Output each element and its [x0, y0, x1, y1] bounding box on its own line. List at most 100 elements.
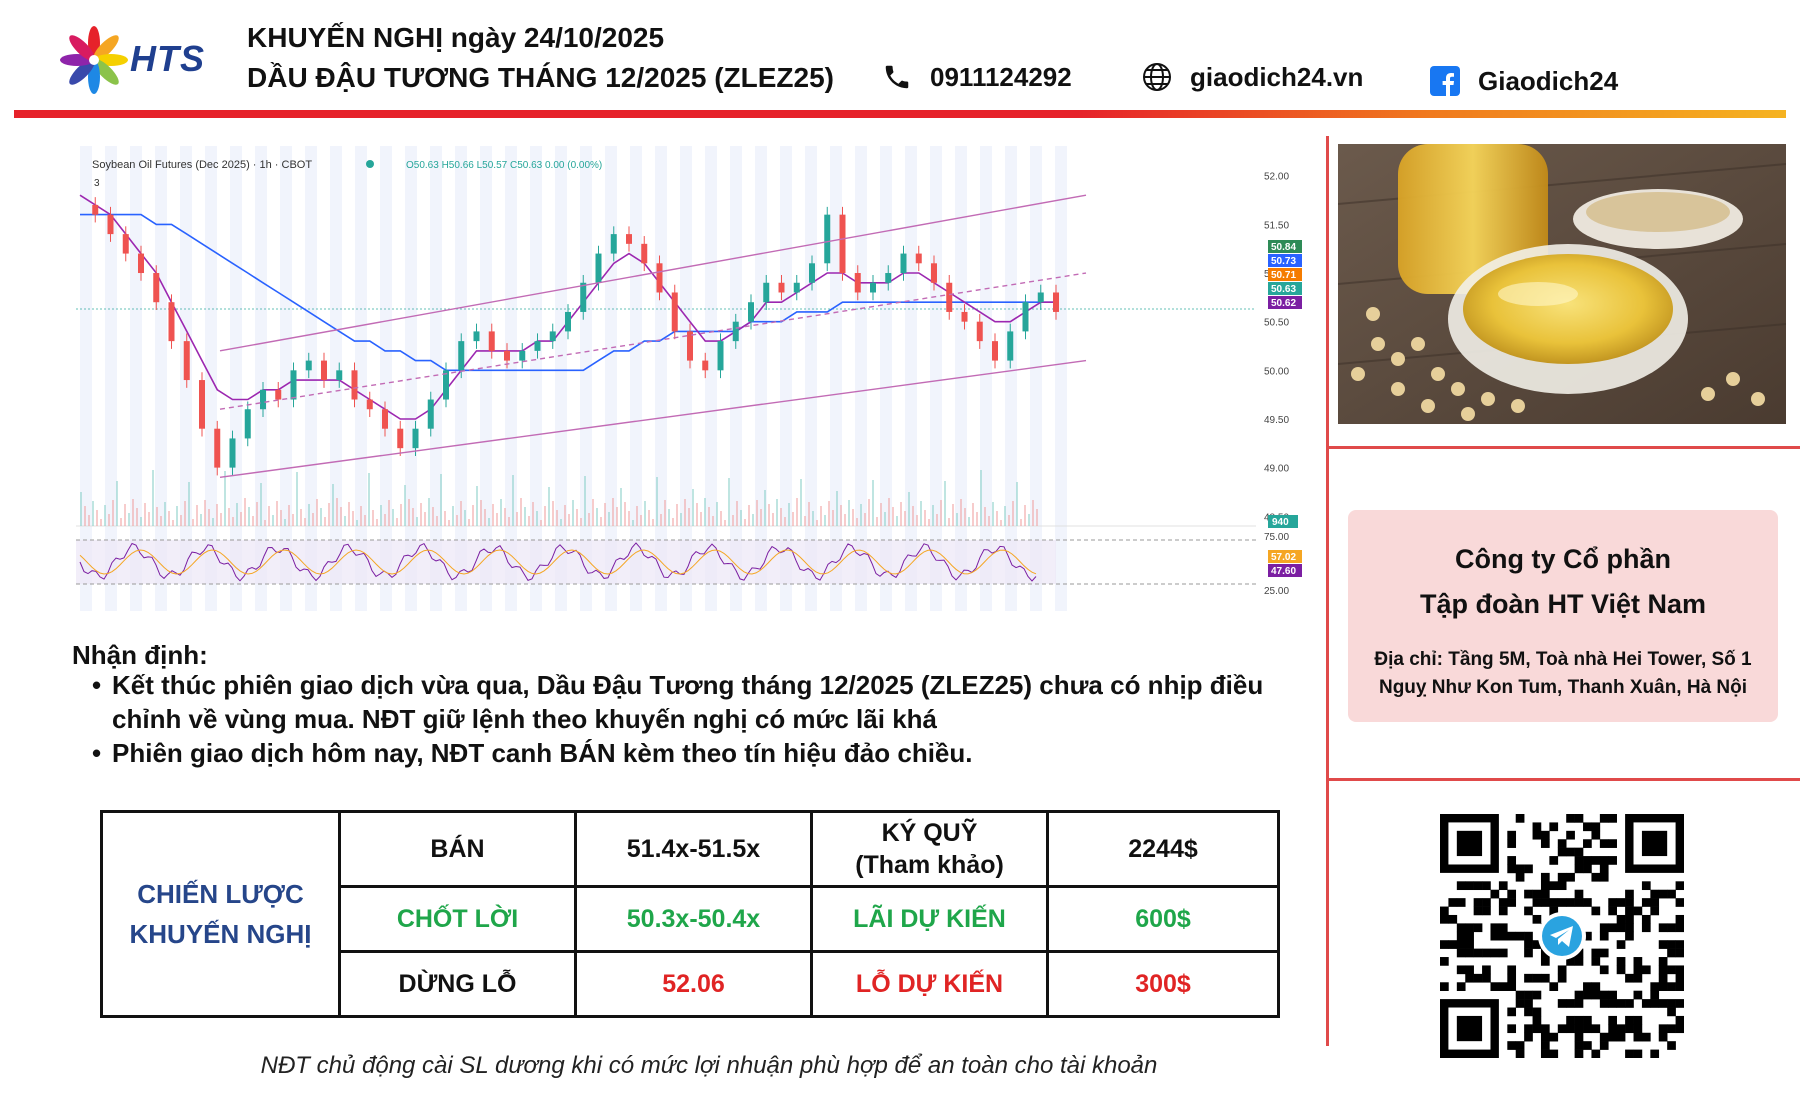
strategy-label-line2: KHUYẾN NGHỊ — [129, 919, 312, 949]
qr-module — [1650, 990, 1660, 1000]
qr-module — [1532, 889, 1542, 899]
session-stripe — [855, 146, 867, 611]
candle-body — [260, 389, 266, 410]
oscillator-band — [76, 540, 1056, 584]
qr-module — [1625, 1024, 1634, 1034]
qr-module — [1658, 957, 1668, 966]
qr-module — [1532, 898, 1542, 907]
volume-bar — [948, 518, 950, 526]
qr-module — [1633, 1049, 1643, 1059]
qr-module — [1473, 948, 1483, 958]
qr-module — [1675, 1015, 1685, 1025]
margin-value-cell: 2244$ — [1046, 813, 1277, 885]
volume-bar — [1028, 514, 1030, 526]
session-stripe — [1055, 146, 1067, 611]
qr-module — [1583, 856, 1592, 865]
volume-bar — [856, 518, 858, 526]
qr-module — [1566, 1024, 1575, 1034]
qr-module — [1616, 923, 1626, 933]
qr-module — [1465, 931, 1474, 941]
volume-bar — [972, 503, 974, 526]
facebook-page-name[interactable]: Giaodich24 — [1478, 65, 1619, 96]
website-contact[interactable]: giaodich24.vn — [1140, 60, 1363, 94]
qr-module — [1524, 864, 1533, 874]
volume-bar — [408, 499, 410, 526]
qr-module — [1675, 973, 1685, 983]
session-stripe — [255, 146, 267, 611]
qr-module — [1456, 940, 1466, 949]
qr-module — [1667, 948, 1676, 958]
volume-bar — [896, 516, 898, 526]
qr-module — [1625, 906, 1634, 916]
qr-module — [1625, 1015, 1634, 1025]
qr-module — [1473, 898, 1483, 907]
volume-bar — [916, 515, 918, 526]
telegram-qr-code[interactable] — [1440, 814, 1685, 1059]
qr-module — [1591, 822, 1601, 832]
hts-logo: HTS — [60, 24, 210, 96]
candle-body — [138, 253, 144, 274]
volume-bar — [864, 513, 866, 526]
candle-body — [793, 282, 800, 293]
volume-bar — [572, 500, 574, 526]
qr-module — [1591, 948, 1601, 958]
qr-module — [1515, 872, 1525, 882]
indicator-count[interactable]: 3 — [94, 178, 100, 189]
volume-bar — [524, 507, 526, 526]
price-tick-label: 51.50 — [1264, 220, 1289, 231]
qr-module — [1473, 923, 1483, 933]
qr-module — [1465, 923, 1474, 933]
qr-module — [1515, 931, 1525, 941]
volume-bar — [836, 491, 838, 526]
volume-bar — [872, 480, 874, 526]
qr-module — [1507, 856, 1517, 865]
phone-contact[interactable]: 0911124292 — [880, 60, 1072, 94]
section-divider-2 — [1326, 778, 1800, 781]
volume-bar — [580, 518, 582, 526]
qr-module — [1456, 982, 1466, 991]
facebook-contact[interactable]: Giaodich24 — [1428, 64, 1618, 98]
volume-bar — [820, 506, 822, 526]
volume-bar — [168, 511, 170, 526]
volume-bar — [892, 507, 894, 526]
qr-module — [1566, 957, 1575, 966]
volume-bar — [660, 514, 662, 526]
volume-bar — [904, 511, 906, 526]
qr-module — [1482, 965, 1491, 975]
qr-module — [1549, 982, 1559, 991]
qr-module — [1641, 999, 1651, 1008]
volume-bar — [468, 519, 470, 526]
volume-bar — [940, 500, 942, 526]
qr-module — [1675, 965, 1685, 975]
product-title: DẦU ĐẬU TƯƠNG THÁNG 12/2025 (ZLEZ25) — [247, 62, 834, 93]
volume-bar — [608, 512, 610, 526]
qr-module — [1625, 914, 1634, 924]
candle-body — [854, 273, 861, 293]
volume-bar — [156, 507, 158, 526]
qr-module — [1616, 957, 1626, 966]
oscillator-value: 57.02 — [1271, 552, 1296, 563]
qr-module — [1524, 931, 1533, 941]
qr-module — [1574, 898, 1584, 907]
qr-module — [1465, 948, 1474, 958]
website-link[interactable]: giaodich24.vn — [1190, 61, 1364, 92]
volume-bar — [568, 514, 570, 526]
candle-body — [671, 292, 678, 332]
candle-body — [732, 321, 739, 342]
qr-module — [1633, 906, 1643, 916]
volume-bar — [380, 505, 382, 526]
qr-module — [1583, 864, 1592, 874]
price-tick-label: 50.00 — [1264, 366, 1289, 377]
oscillator-value: 47.60 — [1271, 566, 1296, 577]
candle-body — [473, 331, 480, 342]
volume-bar — [960, 499, 962, 526]
qr-module — [1591, 957, 1601, 966]
volume-bar — [344, 516, 346, 526]
volume-bar — [976, 512, 978, 526]
volume-bar — [412, 508, 414, 526]
qr-module — [1566, 814, 1575, 823]
qr-module — [1583, 822, 1592, 832]
volume-bar — [444, 511, 446, 526]
qr-module — [1599, 839, 1609, 848]
qr-module — [1675, 898, 1685, 907]
